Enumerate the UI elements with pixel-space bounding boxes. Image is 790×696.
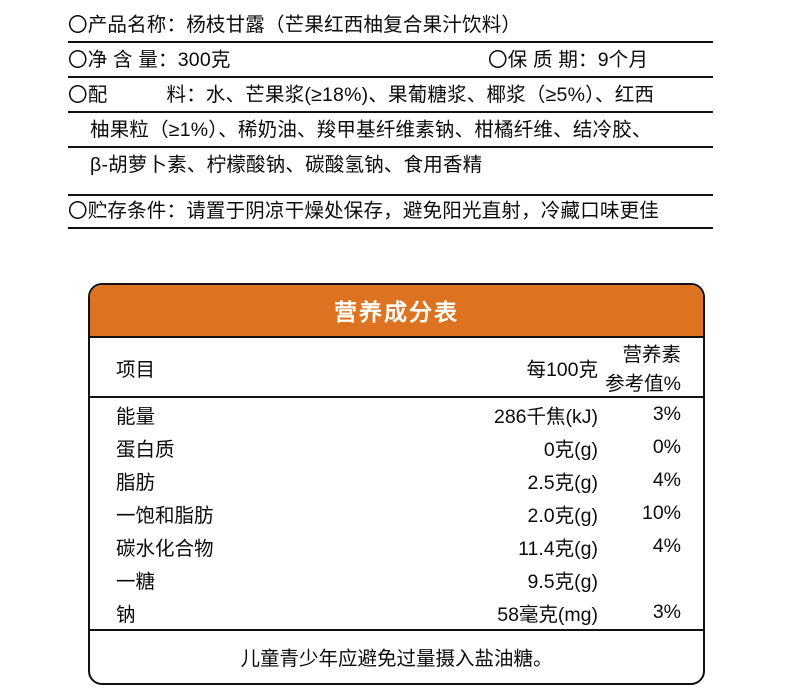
row-item-nrv: 4% [652,535,681,557]
info-row-net-content: 〇净 含 量：300克 〇保 质 期：9个月 [68,43,713,78]
ingredients-label: 〇配 料： [68,84,206,106]
row-item-value: 11.4克(g) [518,538,598,560]
info-row-storage: 〇贮存条件：请置于阴凉干燥处保存，避免阳光直射，冷藏口味更佳 [68,194,713,229]
shelf-life-value: 9个月 [597,49,649,71]
row-item-name: 钠 [116,604,136,626]
product-name-value: 杨枝甘露（芒果红西柚复合果汁饮料） [186,14,522,36]
table-row: 一饱和脂肪 2.0克(g) 10% [90,497,703,530]
shelf-life-label: 〇保 质 期： [488,49,598,71]
table-row: 一糖 9.5克(g) [90,563,703,596]
row-item-value: 2.0克(g) [527,505,598,527]
row-item-name: 一饱和脂肪 [116,505,214,527]
info-row-ingredients-1: 〇配 料：水、芒果浆(≥18%)、果葡糖浆、椰浆（≥5%）、红西 [68,78,713,113]
table-row: 钠 58毫克(mg) 3% [90,596,703,629]
ingredients-value-3: β-胡萝卜素、柠檬酸钠、碳酸氢钠、食用香精 [90,154,483,176]
net-content-value: 300克 [177,49,231,71]
nutrition-table-grid: 项目 每100克 营养素参考值% 能量 286千焦(kJ) 3% 蛋白质 0克(… [90,338,703,629]
storage-label: 〇贮存条件： [68,200,187,222]
product-info-block: 〇产品名称：杨枝甘露（芒果红西柚复合果汁饮料） 〇净 含 量：300克 〇保 质… [68,8,713,229]
nutrition-header-row: 项目 每100克 营养素参考值% [90,338,703,397]
row-item-nrv: 10% [641,502,681,524]
header-value: 每100克 [526,358,598,381]
row-item-name: 蛋白质 [116,439,175,461]
row-item-value: 2.5克(g) [527,472,598,494]
header-nrv: 营养素参考值% [605,344,681,395]
row-item-value: 286千焦(kJ) [493,406,598,428]
row-item-name: 能量 [116,406,156,428]
nutrition-table-title: 营养成分表 [90,285,703,338]
row-item-value: 58毫克(mg) [497,604,598,626]
nutrition-footer-note: 儿童青少年应避免过量摄入盐油糖。 [90,629,703,683]
header-item: 项目 [116,358,156,381]
shelf-life-group: 〇保 质 期：9个月 [488,43,648,78]
ingredients-value-2: 柚果粒（≥1%）、稀奶油、羧甲基纤维素钠、柑橘纤维、结冷胶、 [90,119,652,141]
row-item-name: 脂肪 [116,472,156,494]
info-row-ingredients-3: β-胡萝卜素、柠檬酸钠、碳酸氢钠、食用香精 [68,148,713,183]
section-spacer [68,183,713,194]
net-content-label: 〇净 含 量： [68,49,178,71]
row-item-name: 碳水化合物 [116,538,214,560]
row-item-nrv: 4% [652,469,681,491]
product-name-label: 〇产品名称： [68,14,187,36]
row-item-name: 一糖 [116,571,156,593]
row-item-nrv: 3% [652,403,681,425]
row-item-nrv: 0% [652,436,681,458]
table-row: 能量 286千焦(kJ) 3% [90,397,703,431]
nutrition-table-body: 项目 每100克 营养素参考值% 能量 286千焦(kJ) 3% 蛋白质 0克(… [90,338,703,629]
ingredients-value-1: 水、芒果浆(≥18%)、果葡糖浆、椰浆（≥5%）、红西 [205,84,655,106]
table-row: 脂肪 2.5克(g) 4% [90,464,703,497]
info-row-ingredients-2: 柚果粒（≥1%）、稀奶油、羧甲基纤维素钠、柑橘纤维、结冷胶、 [68,113,713,148]
storage-value: 请置于阴凉干燥处保存，避免阳光直射，冷藏口味更佳 [186,200,660,222]
info-row-product-name: 〇产品名称：杨枝甘露（芒果红西柚复合果汁饮料） [68,8,713,43]
row-item-value: 0克(g) [543,439,598,461]
row-item-nrv: 3% [652,601,681,623]
row-item-nrv [604,563,703,596]
table-row: 蛋白质 0克(g) 0% [90,431,703,464]
row-item-value: 9.5克(g) [527,571,598,593]
nutrition-facts-panel: 营养成分表 项目 每100克 营养素参考值% 能量 286千焦(kJ) 3% 蛋… [88,283,705,685]
table-row: 碳水化合物 11.4克(g) 4% [90,530,703,563]
